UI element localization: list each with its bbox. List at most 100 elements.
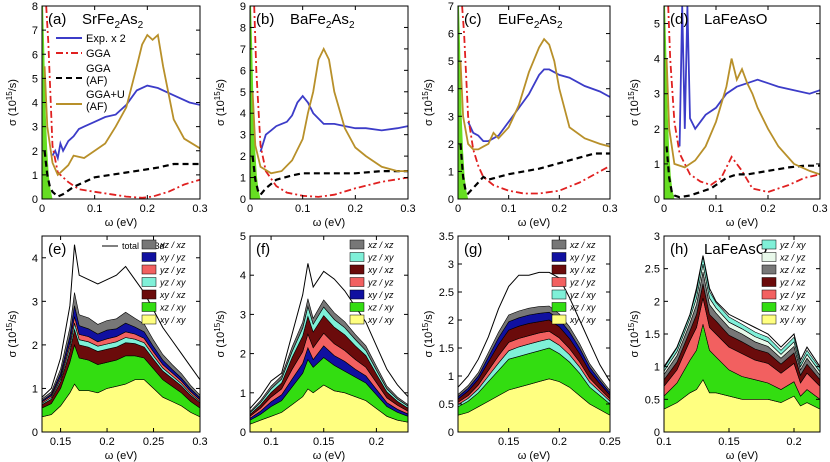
x-tick-label: 0.15 [498,436,519,448]
y-label-tail: /s) [7,79,19,91]
title-part: EuFe [498,11,534,28]
y-label-tail: /s) [215,311,227,323]
legend-label: yz / xz [779,278,806,288]
title-part: BaFe [290,11,326,28]
y-tick-label: 4 [448,84,454,96]
series-line-gga [253,6,408,198]
y-tick-label: 0 [240,194,246,206]
axes-box [249,5,409,200]
x-tick-label: 0.1 [501,203,516,215]
plot-area [250,263,408,432]
title-part: As [120,11,138,28]
legend-label: xy / yz [367,290,394,300]
x-axis-label: ω (eV) [105,217,137,229]
series-line-gga-u-af- [459,37,610,151]
legend-label: yz / xy [159,278,186,288]
area-xz-xz [42,292,200,401]
y-label-base: σ (10 [215,332,227,358]
drude-peak [250,6,261,199]
y-tick-label: 0 [448,194,454,206]
legend-label: GGA [86,48,111,60]
panel-letter: (e) [48,241,66,258]
x-tick-label: 0.3 [812,203,827,215]
legend-swatch [551,252,567,262]
y-tick-label: 5 [240,231,246,243]
total-line [42,244,200,398]
y-tick-label: 1 [448,371,454,383]
legend-label: xy / yz [569,253,596,263]
y-tick-label: 5 [448,56,454,68]
legend-label: (AF) [86,75,107,87]
y-label-base: σ (10 [423,100,435,126]
x-tick-label: 0.2 [760,203,775,215]
panel-letter: (c) [464,11,482,28]
plot-area [664,6,820,199]
x-tick-label: 0.2 [99,436,114,448]
legend-label: xz / xz [367,240,394,250]
series-line-gga-af- [251,155,408,197]
x-axis-label: ω (eV) [313,217,345,229]
legend-swatch [349,302,365,312]
y-label-tail: /s) [629,79,641,91]
y-label-base: σ (10 [629,100,641,126]
legend-label: yz / yz [159,265,186,275]
legend-label: Exp. x 2 [86,33,126,45]
legend-label: xz / xz [159,240,186,250]
series-line-exp-x-2 [678,6,820,147]
panel-g: 0.15 0.2 0.25 0 0.5 1 1.5 2 2.5 3 3.5 ω (eV) σ (1015… [421,231,621,462]
x-tick-label: 0.2 [348,203,363,215]
panel-title: EuFe2As2 [498,11,563,31]
panel-title: LaFeAsO [704,11,767,28]
y-tick-label: 9 [240,1,246,13]
y-tick-label: 0 [32,194,38,206]
x-tick-label: 0 [455,203,461,215]
legend-label: yz / xy [779,240,806,250]
series-line-gga-u-af- [251,46,408,175]
y-label-tail: /s) [423,311,435,323]
y-tick-label: 3 [32,122,38,134]
y-tick-label: 3 [654,231,660,243]
y-tick-label: 1 [448,166,454,178]
series-line-exp-x-2 [467,68,610,142]
legend-label: xz / xy [779,303,806,313]
y-tick-label: 0 [32,427,38,439]
y-tick-label: 0 [448,427,454,439]
y-tick-label: 3 [448,259,454,271]
panel-letter: (a) [48,11,66,28]
y-tick-label: 4 [240,270,246,282]
axes-box [457,5,611,200]
y-tick-label: 0.5 [645,394,660,406]
x-tick-label: 0.3 [192,203,207,215]
x-tick-label: 0.15 [50,436,71,448]
series-line-gga-af- [459,143,610,196]
y-tick-label: 2.5 [439,287,454,299]
panel-title: SrFe2As2 [82,11,144,31]
y-tick-label: 0.5 [439,399,454,411]
series-line-gga [667,6,820,193]
panel-c: 0 0.1 0.2 0.3 0 1 2 3 4 5 6 7 ω (eV) σ (1015/s) (c) EuF… [421,1,618,229]
y-tick-label: 3 [240,130,246,142]
legend-swatch [551,277,567,287]
legend-swatch [349,277,365,287]
y-label-exp: 15 [5,322,14,331]
plot-area [458,271,610,432]
total-label-orbital: d [160,241,166,251]
legend-swatch [761,264,777,275]
legend-swatch [761,252,777,262]
legend-swatch [761,302,777,312]
legend-swatch [349,264,365,275]
y-tick-label: 1.5 [439,343,454,355]
x-axis-label: ω (eV) [105,450,137,462]
title-subscript: 2 [326,20,332,31]
title-subscript: 2 [349,20,355,31]
series-line-gga-u-af- [43,33,200,177]
x-tick-label: 0.25 [599,436,620,448]
series-line-exp-x-2 [259,94,408,153]
legend-swatch [349,314,365,325]
y-tick-label: 2 [240,349,246,361]
y-tick-label: 4 [32,98,38,110]
y-tick-label: 2 [448,139,454,151]
legend-label: xz / xy [367,303,394,313]
y-axis-label: σ (1015/s) [213,79,227,126]
y-axis-label: σ (1015/s) [421,311,435,358]
